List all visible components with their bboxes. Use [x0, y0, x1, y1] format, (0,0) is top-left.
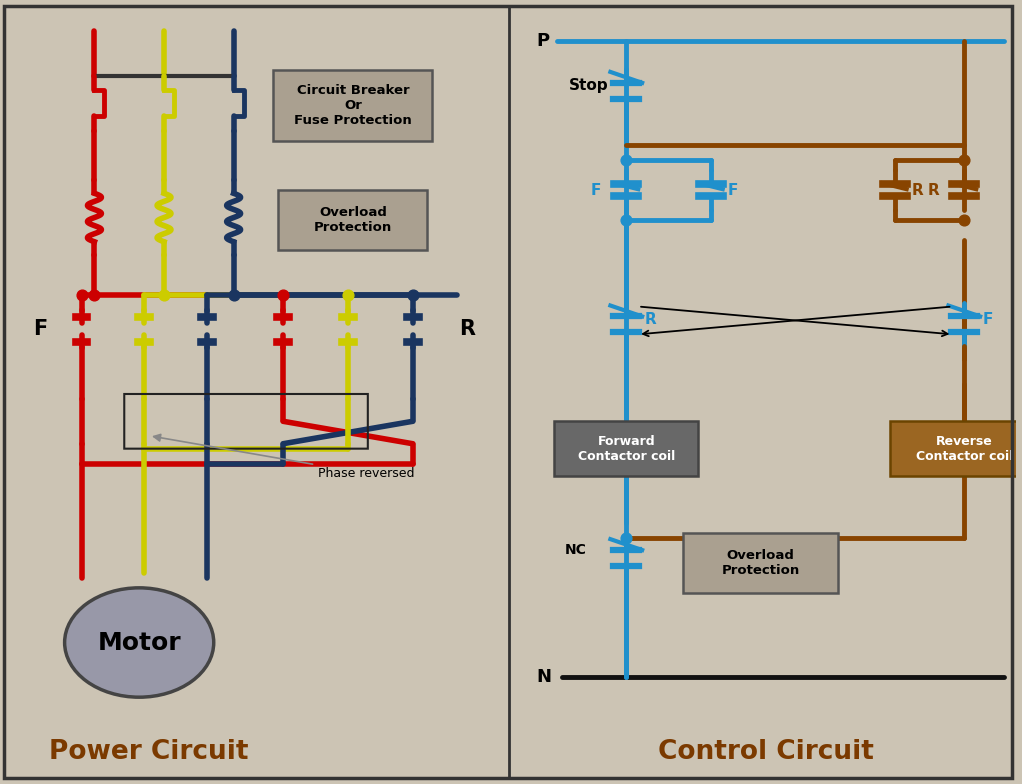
Point — [618, 154, 635, 167]
Ellipse shape — [64, 588, 214, 697]
FancyBboxPatch shape — [278, 191, 427, 250]
Text: Reverse
Contactor coil: Reverse Contactor coil — [916, 434, 1013, 463]
Point — [226, 289, 242, 301]
FancyBboxPatch shape — [684, 533, 838, 593]
Text: Power Circuit: Power Circuit — [49, 739, 249, 765]
Text: Stop: Stop — [568, 78, 608, 93]
FancyBboxPatch shape — [890, 421, 1022, 476]
Text: NC: NC — [564, 543, 587, 557]
FancyBboxPatch shape — [273, 70, 432, 141]
Text: F: F — [982, 312, 992, 327]
Text: Circuit Breaker
Or
Fuse Protection: Circuit Breaker Or Fuse Protection — [294, 84, 412, 127]
Text: Control Circuit: Control Circuit — [657, 739, 874, 765]
Point — [957, 154, 973, 167]
Point — [155, 289, 172, 301]
Point — [618, 214, 635, 227]
Text: Phase reversed: Phase reversed — [153, 434, 415, 480]
FancyBboxPatch shape — [554, 421, 698, 476]
Point — [86, 289, 102, 301]
Point — [957, 214, 973, 227]
Text: F: F — [728, 183, 738, 198]
Text: R: R — [928, 183, 939, 198]
Point — [74, 289, 90, 301]
Text: Motor: Motor — [97, 630, 181, 655]
Text: Overload
Protection: Overload Protection — [722, 549, 799, 577]
Text: R: R — [459, 319, 475, 339]
Text: F: F — [591, 183, 601, 198]
Point — [339, 289, 356, 301]
Text: Overload
Protection: Overload Protection — [314, 206, 392, 234]
Text: N: N — [537, 668, 552, 686]
Text: R: R — [912, 183, 923, 198]
Text: R: R — [644, 312, 656, 327]
Point — [618, 532, 635, 544]
Text: P: P — [537, 32, 550, 50]
Point — [405, 289, 421, 301]
Text: Forward
Contactor coil: Forward Contactor coil — [577, 434, 675, 463]
Text: F: F — [33, 319, 47, 339]
Point — [275, 289, 291, 301]
